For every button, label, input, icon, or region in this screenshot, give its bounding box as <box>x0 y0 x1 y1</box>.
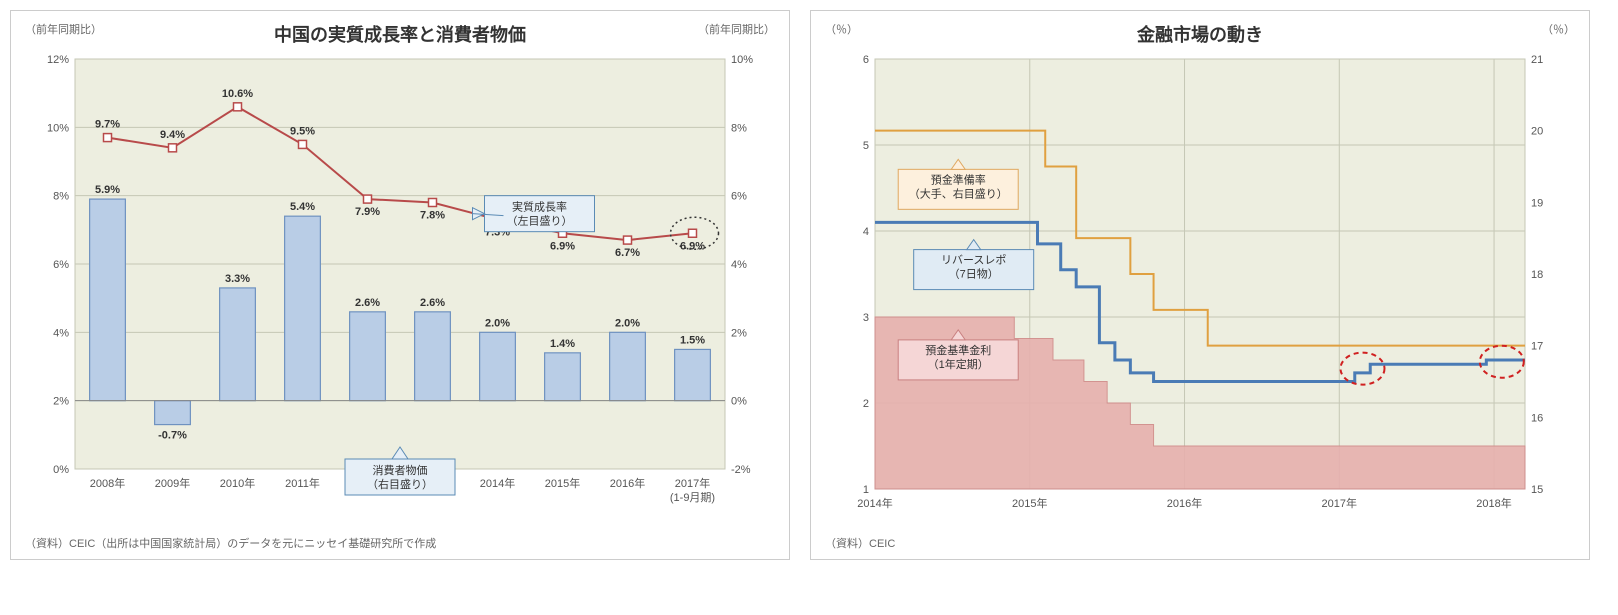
svg-text:16: 16 <box>1531 412 1543 424</box>
svg-text:2%: 2% <box>53 396 69 408</box>
svg-text:2008年: 2008年 <box>90 476 125 490</box>
svg-text:預金基準金利: 預金基準金利 <box>925 343 991 357</box>
svg-text:4%: 4% <box>53 327 69 339</box>
svg-text:2: 2 <box>863 398 869 410</box>
svg-text:（大手、右目盛り）: （大手、右目盛り） <box>909 186 1008 200</box>
svg-text:（1年定期）: （1年定期） <box>928 357 989 371</box>
svg-text:-2%: -2% <box>731 464 751 476</box>
svg-text:2.6%: 2.6% <box>420 297 445 309</box>
right-source: （資料）CEIC <box>825 535 1575 551</box>
svg-text:18: 18 <box>1531 269 1543 281</box>
svg-text:2018年: 2018年 <box>1476 496 1511 510</box>
svg-text:2%: 2% <box>731 327 747 339</box>
svg-text:6: 6 <box>863 54 869 66</box>
svg-text:6%: 6% <box>731 191 747 203</box>
svg-text:2016年: 2016年 <box>610 476 645 490</box>
svg-text:10.6%: 10.6% <box>222 88 253 100</box>
svg-text:7.8%: 7.8% <box>420 210 445 222</box>
svg-text:10%: 10% <box>731 54 753 66</box>
right-chart-panel: （％） 金融市場の動き （％） 1 2 3 4 5 6 15 16 17 18 19 20 21 2014… <box>810 10 1590 560</box>
svg-text:2015年: 2015年 <box>1012 496 1047 510</box>
svg-text:9.4%: 9.4% <box>160 129 185 141</box>
svg-text:6.9%: 6.9% <box>680 240 705 252</box>
svg-text:実質成長率: 実質成長率 <box>512 200 567 214</box>
svg-text:預金準備率: 預金準備率 <box>931 172 986 186</box>
svg-text:4%: 4% <box>731 259 747 271</box>
svg-text:2010年: 2010年 <box>220 476 255 490</box>
svg-text:6.9%: 6.9% <box>550 240 575 252</box>
svg-text:9.7%: 9.7% <box>95 119 120 131</box>
svg-text:19: 19 <box>1531 197 1543 209</box>
left-chart-panel: （前年同期比） 中国の実質成長率と消費者物価 （前年同期比） 0% 2% 4% 6% 8… <box>10 10 790 560</box>
svg-text:12%: 12% <box>47 54 69 66</box>
svg-text:2015年: 2015年 <box>545 476 580 490</box>
svg-text:17: 17 <box>1531 341 1543 353</box>
svg-text:2017年: 2017年 <box>1322 496 1357 510</box>
svg-text:2.6%: 2.6% <box>355 297 380 309</box>
svg-text:消費者物価: 消費者物価 <box>373 463 428 477</box>
svg-text:6.7%: 6.7% <box>615 247 640 259</box>
svg-text:0%: 0% <box>53 464 69 476</box>
left-source: （資料）CEIC（出所は中国国家統計局）のデータを元にニッセイ基礎研究所で作成 <box>25 535 775 551</box>
svg-text:6%: 6% <box>53 259 69 271</box>
svg-text:-0.7%: -0.7% <box>158 430 187 442</box>
svg-text:2014年: 2014年 <box>480 476 515 490</box>
svg-text:10%: 10% <box>47 122 69 134</box>
svg-text:リバースレポ: リバースレポ <box>941 254 1006 267</box>
right-y-right-label: （％） <box>1542 21 1575 49</box>
svg-text:4: 4 <box>863 226 869 238</box>
left-chart-title: 中国の実質成長率と消費者物価 <box>274 21 526 47</box>
svg-text:1.4%: 1.4% <box>550 338 575 350</box>
svg-text:5.4%: 5.4% <box>290 201 315 213</box>
svg-text:2017年: 2017年 <box>675 476 710 490</box>
svg-text:7.9%: 7.9% <box>355 206 380 218</box>
left-plot: 0% 2% 4% 6% 8% 10% 12% -2% 0% 2% 4% 6% 8% 10% 2008年 200… <box>25 49 775 529</box>
svg-text:8%: 8% <box>53 191 69 203</box>
svg-text:(1-9月期): (1-9月期) <box>670 491 715 504</box>
left-y-left-label: （前年同期比） <box>25 21 102 49</box>
svg-text:15: 15 <box>1531 484 1543 496</box>
svg-text:21: 21 <box>1531 54 1543 66</box>
svg-text:3.3%: 3.3% <box>225 273 250 285</box>
svg-text:1: 1 <box>863 484 869 496</box>
svg-text:（左目盛り）: （左目盛り） <box>507 214 573 228</box>
right-y-left-label: （％） <box>825 21 858 49</box>
svg-text:2014年: 2014年 <box>857 496 892 510</box>
svg-text:2.0%: 2.0% <box>485 317 510 329</box>
svg-text:20: 20 <box>1531 126 1543 138</box>
svg-text:2016年: 2016年 <box>1167 496 1202 510</box>
svg-text:5.9%: 5.9% <box>95 184 120 196</box>
right-chart-title: 金融市場の動き <box>1137 21 1263 47</box>
svg-text:5: 5 <box>863 140 869 152</box>
svg-text:2011年: 2011年 <box>285 476 320 490</box>
svg-text:（7日物）: （7日物） <box>949 267 999 281</box>
svg-text:8%: 8% <box>731 122 747 134</box>
left-y-right-label: （前年同期比） <box>698 21 775 49</box>
svg-text:2.0%: 2.0% <box>615 317 640 329</box>
svg-text:0%: 0% <box>731 396 747 408</box>
right-plot: 1 2 3 4 5 6 15 16 17 18 19 20 21 2014年 2015年 2016年 2017年… <box>825 49 1575 529</box>
svg-text:1.5%: 1.5% <box>680 334 705 346</box>
svg-text:3: 3 <box>863 312 869 324</box>
svg-text:（右目盛り）: （右目盛り） <box>367 477 433 491</box>
svg-text:2009年: 2009年 <box>155 476 190 490</box>
svg-text:9.5%: 9.5% <box>290 125 315 137</box>
